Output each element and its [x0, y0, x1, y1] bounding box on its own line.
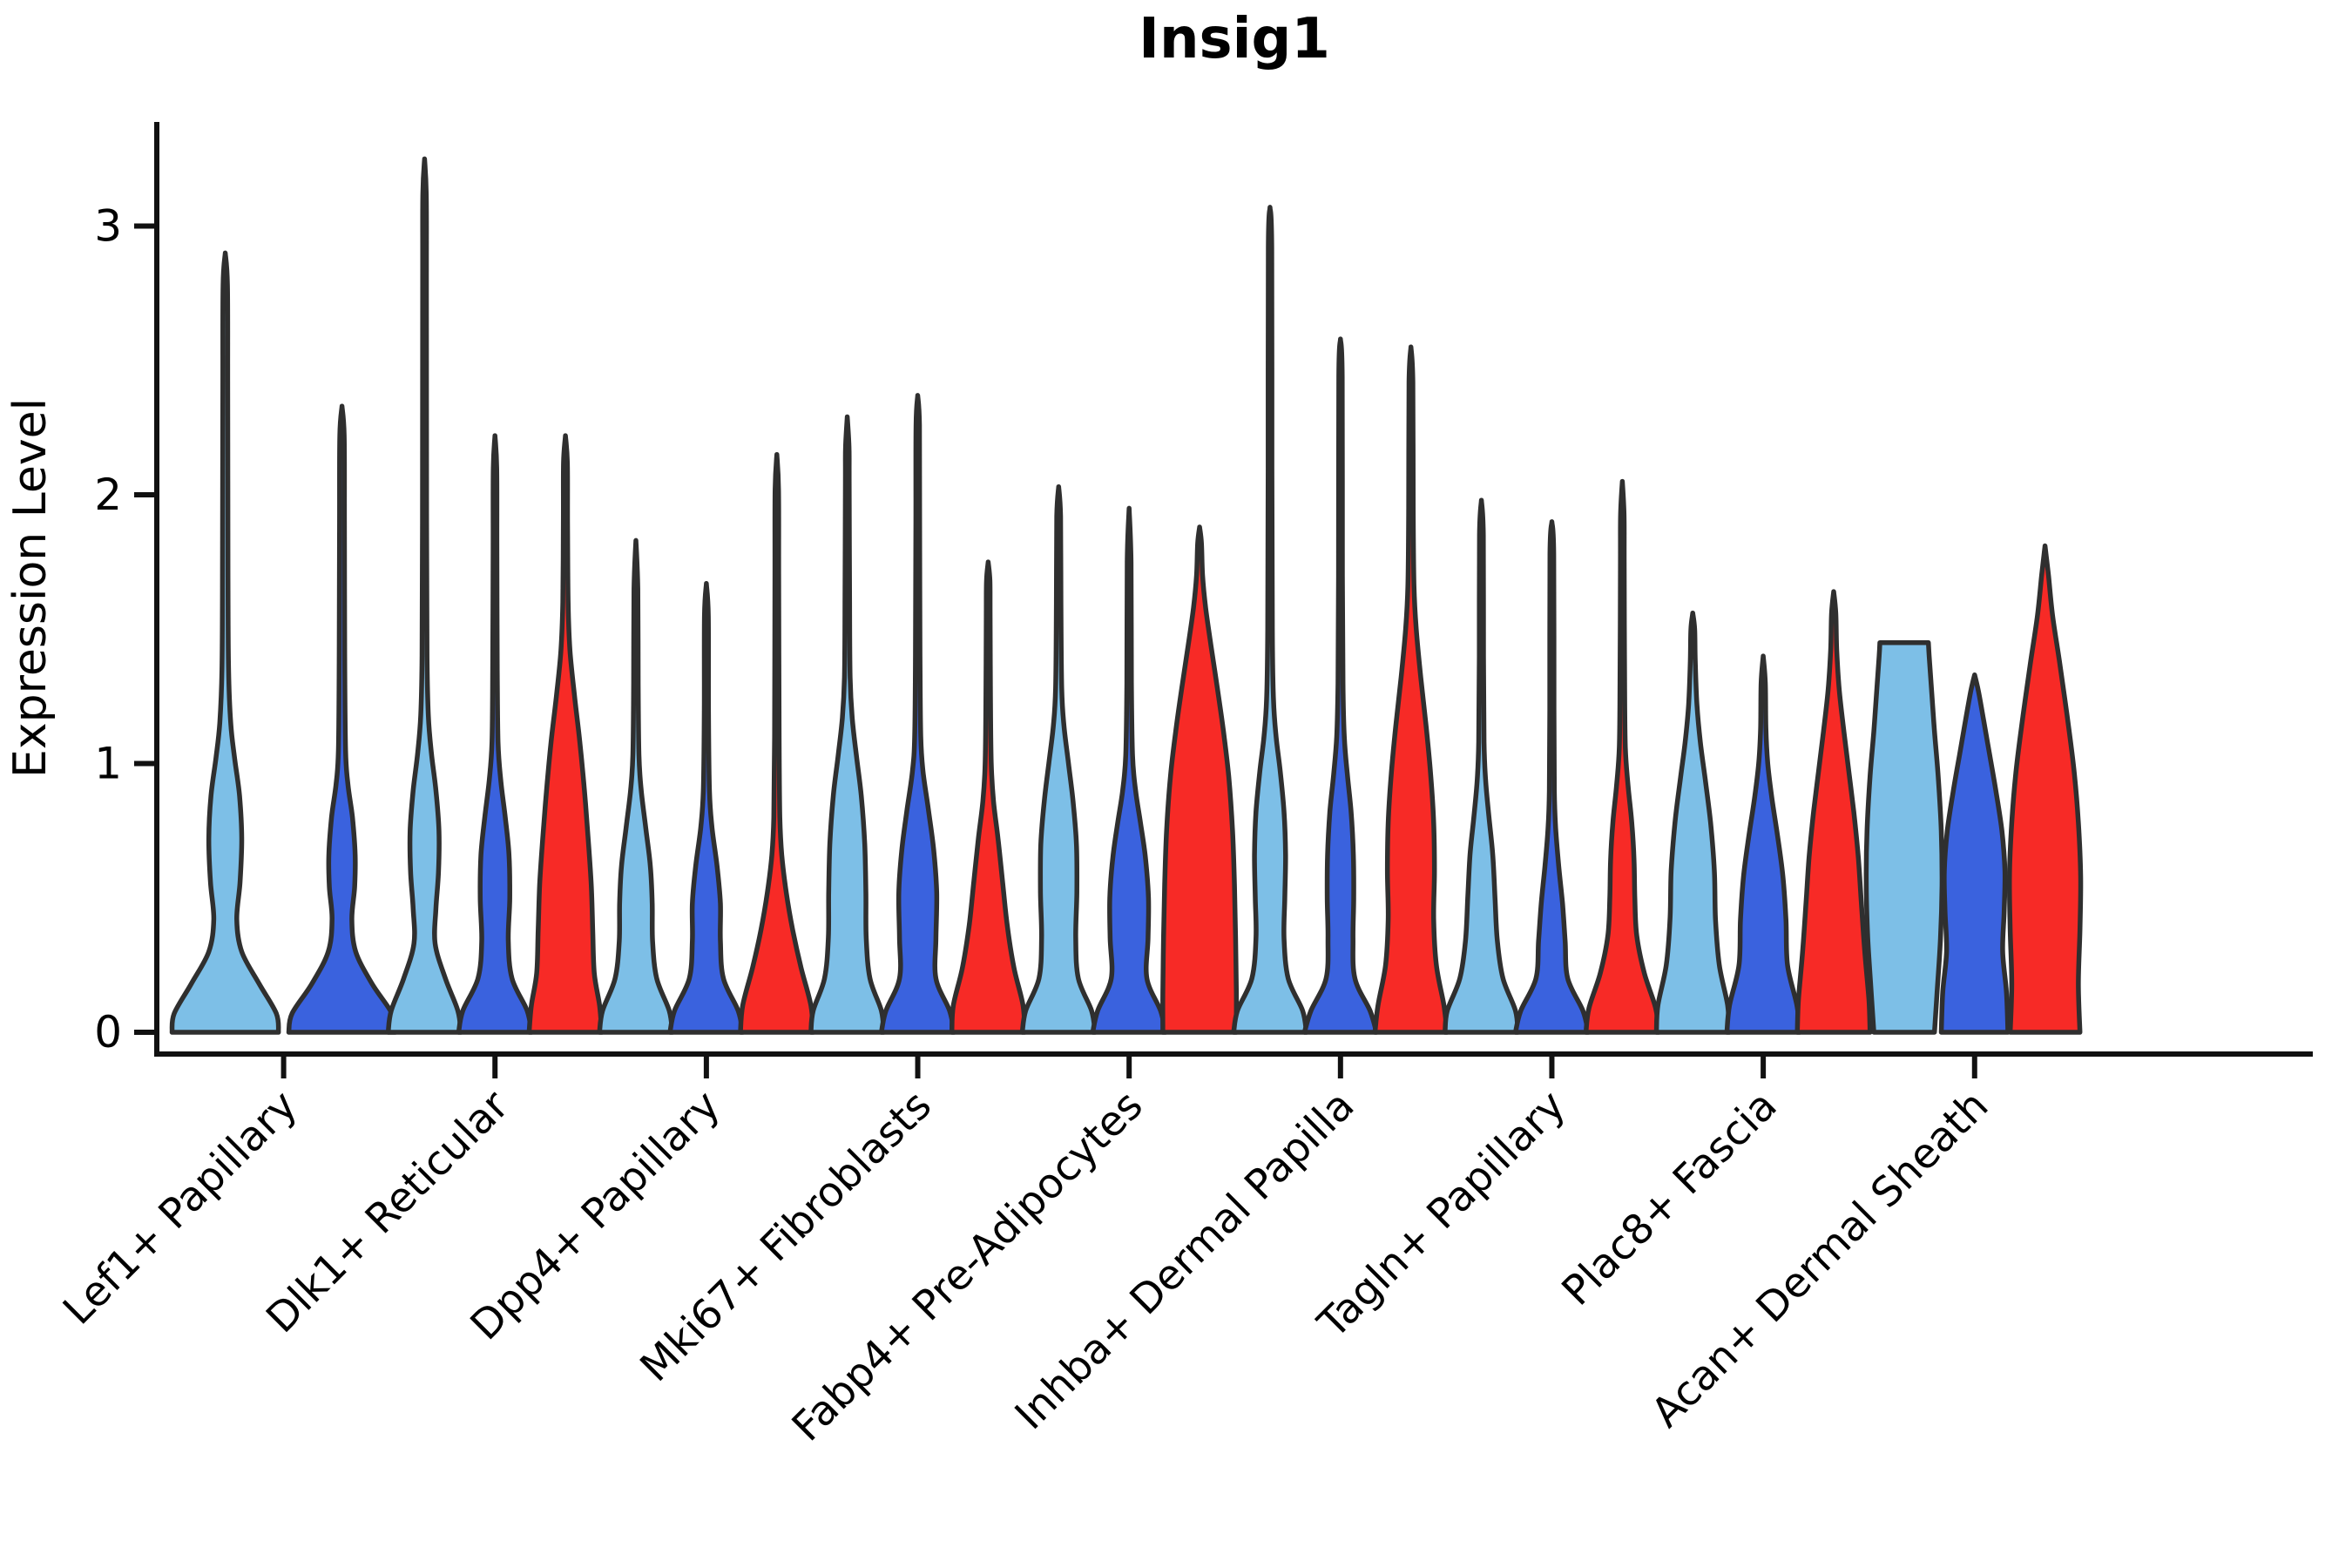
violin-Inhba+ Dermal Papilla-split-red: [1372, 344, 1450, 1035]
y-tick-label: 1: [94, 739, 122, 789]
violin-Tagln+ Papillary-split-light-blue: [1443, 497, 1521, 1035]
violin-Acan+ Dermal Sheath-split-royal-blue: [1938, 672, 2011, 1035]
violin-Dpp4+ Papillary-split-red: [738, 451, 816, 1035]
violin-Plac8+ Fascia-split-royal-blue: [1724, 653, 1802, 1035]
violin-Acan+ Dermal Sheath-split-red: [2006, 543, 2084, 1035]
violin-Mki67+ Fibroblasts-split-red: [949, 559, 1027, 1035]
violin-Mki67+ Fibroblasts-split-light-blue: [808, 414, 887, 1035]
violin-Tagln+ Papillary-split-royal-blue: [1512, 519, 1591, 1035]
y-tick-label: 3: [94, 201, 122, 252]
x-tick-label-Fabp4+ Pre-Adipocytes: Fabp4+ Pre-Adipocytes: [783, 1082, 1152, 1451]
violin-Fabp4+ Pre-Adipocytes-split-royal-blue: [1090, 505, 1168, 1035]
violin-Inhba+ Dermal Papilla-split-royal-blue: [1301, 336, 1379, 1035]
violin-Plac8+ Fascia-split-red: [1794, 589, 1873, 1035]
violin-Acan+ Dermal Sheath-split-light-blue: [1863, 639, 1945, 1035]
y-tick-label: 0: [94, 1007, 122, 1058]
violin-Dpp4+ Papillary-split-royal-blue: [667, 581, 746, 1035]
violin-Dlk1+ Reticular-split-red: [526, 433, 605, 1035]
violin-Dpp4+ Papillary-split-light-blue: [597, 537, 675, 1035]
violin-Dlk1+ Reticular-split-royal-blue: [456, 433, 534, 1035]
violin-Mki67+ Fibroblasts-split-royal-blue: [879, 393, 957, 1035]
x-tick-label-Inhba+ Dermal Papilla: Inhba+ Dermal Papilla: [1006, 1082, 1363, 1439]
violin-Tagln+ Papillary-split-red: [1583, 478, 1661, 1035]
violins-layer: [169, 156, 2084, 1035]
violin-Inhba+ Dermal Papilla-split-light-blue: [1231, 205, 1309, 1035]
violin-Fabp4+ Pre-Adipocytes-split-red: [1160, 524, 1240, 1035]
violin-Plac8+ Fascia-split-light-blue: [1653, 610, 1732, 1035]
y-axis-label: Expression Level: [4, 398, 57, 778]
chart-title: Insig1: [1139, 7, 1330, 71]
violin-Lef1+ Papillary-split-royal-blue: [286, 403, 398, 1035]
y-tick-label: 2: [94, 470, 122, 520]
violin-Fabp4+ Pre-Adipocytes-split-light-blue: [1019, 483, 1098, 1035]
x-tick-label-Plac8+ Fascia: Plac8+ Fascia: [1553, 1082, 1787, 1315]
x-tick-label-Acan+ Dermal Sheath: Acan+ Dermal Sheath: [1642, 1082, 1997, 1437]
violin-Lef1+ Papillary-split-light-blue: [169, 250, 281, 1035]
violin-Dlk1+ Reticular-split-light-blue: [385, 156, 463, 1035]
